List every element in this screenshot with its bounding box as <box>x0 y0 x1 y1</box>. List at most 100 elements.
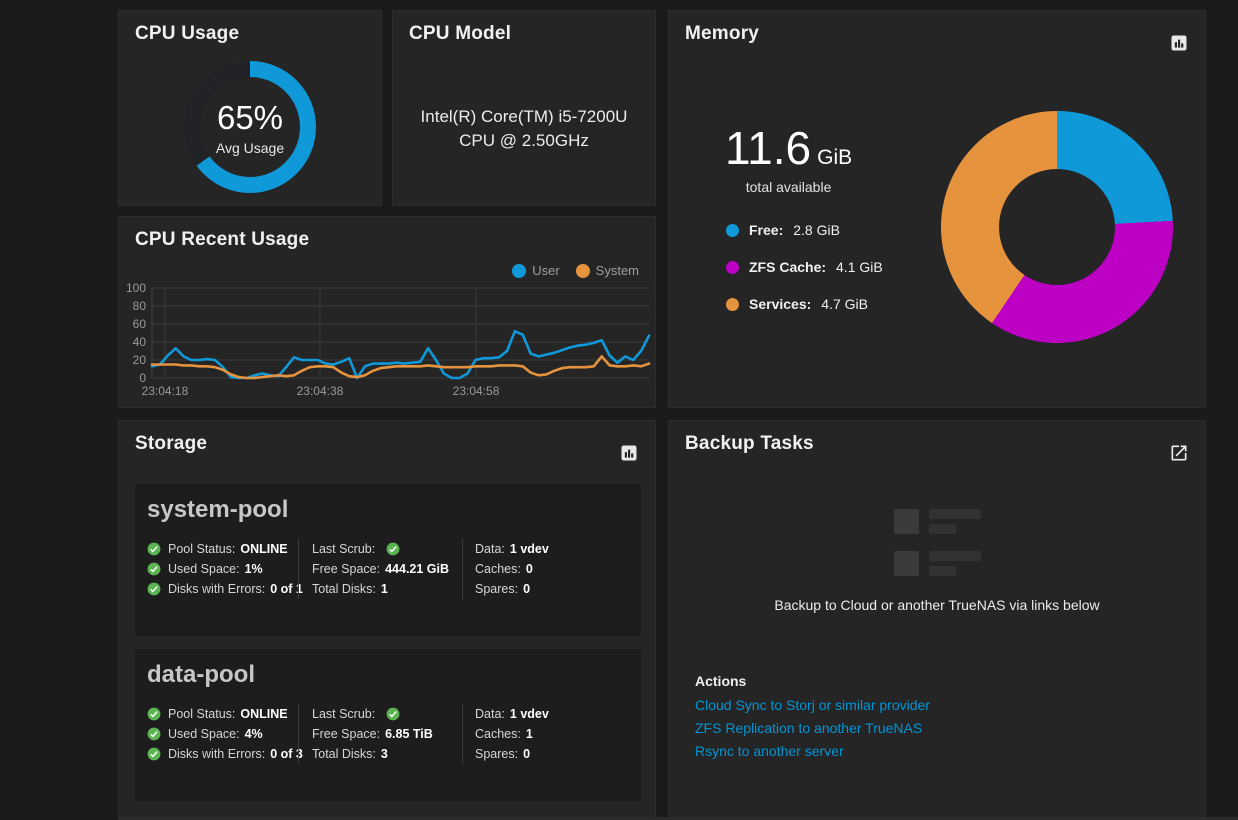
pool-detail-item: Used Space: 1% <box>147 559 298 579</box>
detail-label: Free Space: <box>312 727 381 741</box>
memory-total-unit: GiB <box>817 146 853 169</box>
memory-total: 11.6 GiB total available <box>725 121 852 195</box>
cpu-model-text: Intel(R) Core(TM) i5-7200U CPU @ 2.50GHz <box>393 105 655 153</box>
cpu-model-card: CPU Model Intel(R) Core(TM) i5-7200U CPU… <box>392 10 656 206</box>
pool-detail-item: Pool Status: ONLINE <box>147 539 298 559</box>
pool-column-status: Pool Status: ONLINE Used Space: 4% Disks wit… <box>147 704 303 764</box>
memory-legend-dot <box>726 223 739 237</box>
check-circle-icon <box>386 707 400 721</box>
pool-detail-item: Spares: 0 <box>475 579 627 599</box>
detail-value: 0 <box>523 747 531 761</box>
pool-column-topology: Data: 1 vdev Caches: 1 Spares: 0 <box>462 704 627 764</box>
memory-legend-item: Free: 2.8 GiB <box>726 222 883 238</box>
pool-detail-item: Spares: 0 <box>475 744 627 764</box>
cpu-recent-usage-title: CPU Recent Usage <box>135 229 310 250</box>
detail-label: Last Scrub: <box>312 542 376 556</box>
memory-legend-item: ZFS Cache: 4.1 GiB <box>726 259 883 275</box>
backup-action-link[interactable]: Cloud Sync to Storj or similar provider <box>695 697 930 713</box>
detail-label: Caches: <box>475 727 521 741</box>
cpu-usage-gauge-hole: 65% Avg Usage <box>200 77 300 177</box>
storage-chart-icon[interactable] <box>619 443 639 463</box>
detail-value: 1 vdev <box>509 542 549 556</box>
memory-donut-chart <box>941 111 1173 343</box>
legend-item-user: User <box>512 263 560 278</box>
backup-actions: Actions Cloud Sync to Storj or similar p… <box>695 673 930 767</box>
svg-text:100: 100 <box>126 281 146 295</box>
detail-label: Spares: <box>475 747 519 761</box>
detail-label: Used Space: <box>168 727 240 741</box>
storage-pool: data-pool Pool Status: ONLINE Used Space: 4… <box>135 649 641 801</box>
detail-label: Pool Status: <box>168 707 236 721</box>
next-row-edge <box>118 817 1238 820</box>
detail-label: Disks with Errors: <box>168 747 266 761</box>
chart-legend-dot <box>512 263 527 278</box>
pool-detail-item: Total Disks: 3 <box>312 744 462 764</box>
storage-pools: system-pool Pool Status: ONLINE Used Space… <box>135 484 641 814</box>
detail-value: 0 <box>523 582 531 596</box>
detail-value: ONLINE <box>240 542 288 556</box>
detail-label: Pool Status: <box>168 542 236 556</box>
detail-label: Last Scrub: <box>312 707 376 721</box>
memory-card: Memory 11.6 GiB total available Free: 2.8… <box>668 10 1206 408</box>
pool-name: data-pool <box>147 661 255 688</box>
storage-pool: system-pool Pool Status: ONLINE Used Space… <box>135 484 641 636</box>
actions-label: Actions <box>695 673 747 689</box>
pool-detail-item: Pool Status: ONLINE <box>147 704 298 724</box>
svg-text:40: 40 <box>133 335 147 349</box>
backup-actions-links: Cloud Sync to Storj or similar provider Z… <box>695 698 930 758</box>
launch-icon[interactable] <box>1169 443 1189 463</box>
memory-chart-icon[interactable] <box>1169 33 1189 53</box>
detail-label: Data: <box>475 707 505 721</box>
backup-tasks-title: Backup Tasks <box>685 433 814 454</box>
placeholder-bars <box>928 509 981 534</box>
pool-column-scrub: Last Scrub: Free Space: 444.21 GiB Total Di… <box>298 539 462 599</box>
pool-detail-item: Caches: 0 <box>475 559 627 579</box>
cpu-recent-usage-card: CPU Recent Usage User System 0 20 40 60 80 10… <box>118 216 656 408</box>
backup-placeholder-row <box>893 509 981 534</box>
svg-text:20: 20 <box>133 353 147 367</box>
pool-name: system-pool <box>147 496 289 523</box>
memory-legend-item: Services: 4.7 GiB <box>726 296 883 312</box>
pool-detail-item: Free Space: 444.21 GiB <box>312 559 462 579</box>
pool-detail-item: Data: 1 vdev <box>475 539 627 559</box>
svg-text:60: 60 <box>133 317 147 331</box>
check-circle-icon <box>147 542 161 556</box>
storage-title: Storage <box>135 433 208 454</box>
detail-label: Spares: <box>475 582 519 596</box>
detail-label: Total Disks: <box>312 747 376 761</box>
pool-detail-item: Last Scrub: <box>312 539 462 559</box>
detail-value: 6.85 TiB <box>385 727 433 741</box>
pool-detail-item: Total Disks: 1 <box>312 579 462 599</box>
detail-value: 0 of 3 <box>270 747 303 761</box>
memory-legend-dot <box>726 297 739 311</box>
cpu-avg-usage-label: Avg Usage <box>215 139 285 156</box>
backup-action-link[interactable]: Rsync to another server <box>695 743 844 759</box>
svg-text:0: 0 <box>139 371 146 385</box>
legend-item-system: System <box>575 263 639 278</box>
pool-details: Pool Status: ONLINE Used Space: 1% Disks wit… <box>147 539 627 599</box>
chart-legend-dot <box>575 263 590 278</box>
check-circle-icon <box>147 562 161 576</box>
svg-text:23:04:58: 23:04:58 <box>453 384 500 398</box>
pool-column-status: Pool Status: ONLINE Used Space: 1% Disks wit… <box>147 539 303 599</box>
cpu-model-title: CPU Model <box>409 23 512 44</box>
memory-title: Memory <box>685 23 760 44</box>
backup-tasks-card: Backup Tasks Backup to Cloud or another … <box>668 420 1206 820</box>
backup-action-link[interactable]: ZFS Replication to another TrueNAS <box>695 720 923 736</box>
svg-text:23:04:18: 23:04:18 <box>142 384 189 398</box>
pool-detail-item: Disks with Errors: 0 of 3 <box>147 744 303 764</box>
backup-empty-illustration <box>669 509 1205 576</box>
placeholder-square <box>893 509 919 534</box>
detail-value: 1 <box>380 582 388 596</box>
check-circle-icon <box>147 707 161 721</box>
memory-total-label: total available <box>745 179 832 195</box>
pool-detail-item: Disks with Errors: 0 of 1 <box>147 579 303 599</box>
detail-label: Data: <box>475 542 505 556</box>
cpu-model-line2: CPU @ 2.50GHz <box>459 131 589 150</box>
check-circle-icon <box>147 747 161 761</box>
backup-message: Backup to Cloud or another TrueNAS via l… <box>774 597 1100 613</box>
backup-placeholder-row <box>893 551 981 576</box>
detail-value: 1 <box>525 727 533 741</box>
memory-donut-hole <box>999 169 1115 285</box>
